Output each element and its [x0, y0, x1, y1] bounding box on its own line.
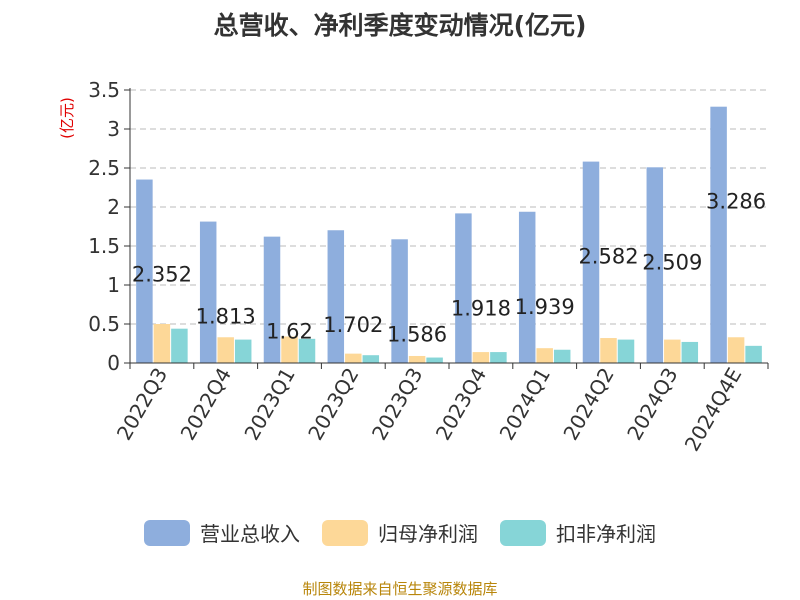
data-label: 2.509: [642, 250, 702, 274]
legend-swatch: [144, 519, 190, 546]
chart-title: 总营收、净利季度变动情况(亿元): [213, 11, 587, 40]
bar-扣非净利润-2022Q3: [171, 328, 188, 363]
bar-营业总收入-2023Q1: [263, 236, 281, 363]
bar-归母净利润-2022Q4: [217, 337, 234, 363]
data-label: 1.813: [196, 305, 256, 329]
y-tick-label: 0.5: [88, 312, 120, 336]
bar-扣非净利润-2024Q3: [681, 341, 699, 363]
y-tick-label: 2: [107, 195, 120, 219]
x-tick-label: 2023Q4: [431, 364, 491, 445]
x-tick-label: 2023Q3: [367, 364, 427, 445]
bar-扣非净利润-2023Q4: [490, 352, 507, 363]
bar-归母净利润-2024Q1: [536, 348, 553, 363]
bar-扣非净利润-2023Q2: [362, 355, 380, 363]
source-note: 制图数据来自恒生聚源数据库: [302, 580, 498, 598]
bar-营业总收入-2022Q4: [199, 221, 217, 363]
legend-label: 营业总收入: [200, 522, 300, 546]
bar-扣非净利润-2024Q1: [553, 349, 571, 363]
data-label: 2.582: [578, 245, 638, 269]
x-tick-label: 2024Q3: [622, 364, 682, 445]
bar-归母净利润-2023Q2: [345, 353, 362, 363]
legend-label: 归母净利润: [378, 522, 478, 546]
data-label: 1.918: [451, 296, 511, 320]
bar-营业总收入-2024Q3: [646, 167, 664, 363]
y-tick-label: 3: [107, 117, 120, 141]
data-label: 2.352: [132, 263, 192, 287]
bar-扣非净利润-2022Q4: [234, 339, 252, 363]
x-tick-label: 2024Q2: [558, 364, 618, 445]
x-tick-label: 2022Q4: [176, 364, 236, 445]
legend-item[interactable]: 营业总收入: [144, 518, 300, 547]
legend-item[interactable]: 扣非净利润: [500, 518, 656, 547]
x-tick-label: 2023Q1: [239, 364, 299, 445]
bar-归母净利润-2022Q3: [153, 324, 171, 363]
y-tick-label: 2.5: [88, 156, 120, 180]
bar-归母净利润-2023Q3: [408, 355, 426, 363]
y-tick-label: 1: [107, 273, 120, 297]
bars: [136, 106, 762, 363]
bar-营业总收入-2024Q4E: [710, 106, 727, 363]
bar-扣非净利润-2023Q1: [298, 338, 316, 363]
bar-扣非净利润-2023Q3: [426, 357, 443, 363]
bar-营业总收入-2023Q2: [327, 230, 345, 363]
bar-营业总收入-2022Q3: [136, 179, 153, 363]
legend-swatch: [500, 519, 546, 546]
grid-lines: [130, 89, 768, 325]
bar-营业总收入-2024Q1: [518, 211, 536, 363]
y-tick-label: 1.5: [88, 234, 120, 258]
bar-归母净利润-2024Q2: [600, 338, 617, 363]
legend-item[interactable]: 归母净利润: [322, 518, 478, 547]
data-label: 1.586: [387, 322, 447, 346]
legend: 营业总收入 归母净利润 扣非净利润: [0, 518, 800, 547]
legend-label: 扣非净利润: [556, 522, 656, 546]
x-tick-label: 2022Q3: [112, 364, 172, 445]
data-label: 1.939: [515, 295, 575, 319]
bar-归母净利润-2023Q4: [472, 352, 490, 363]
bar-归母净利润-2024Q4E: [727, 337, 745, 363]
bar-营业总收入-2024Q2: [582, 161, 600, 363]
data-label: 1.702: [323, 313, 383, 337]
y-tick-label: 0: [107, 351, 120, 375]
bar-扣非净利润-2024Q2: [617, 339, 635, 363]
data-label: 3.286: [706, 190, 766, 214]
data-label: 1.62: [266, 320, 313, 344]
x-tick-label: 2023Q2: [303, 364, 363, 445]
y-tick-label: 3.5: [88, 78, 120, 102]
y-unit-label: (亿元): [58, 97, 76, 139]
x-tick-label: 2024Q4E: [680, 364, 747, 456]
x-tick-label: 2024Q1: [495, 364, 555, 445]
bar-营业总收入-2023Q3: [391, 239, 408, 363]
bar-营业总收入-2023Q4: [455, 213, 472, 363]
legend-swatch: [322, 519, 368, 546]
bar-归母净利润-2024Q3: [664, 339, 681, 363]
bar-归母净利润-2023Q1: [281, 336, 298, 363]
bar-扣非净利润-2024Q4E: [745, 345, 762, 363]
